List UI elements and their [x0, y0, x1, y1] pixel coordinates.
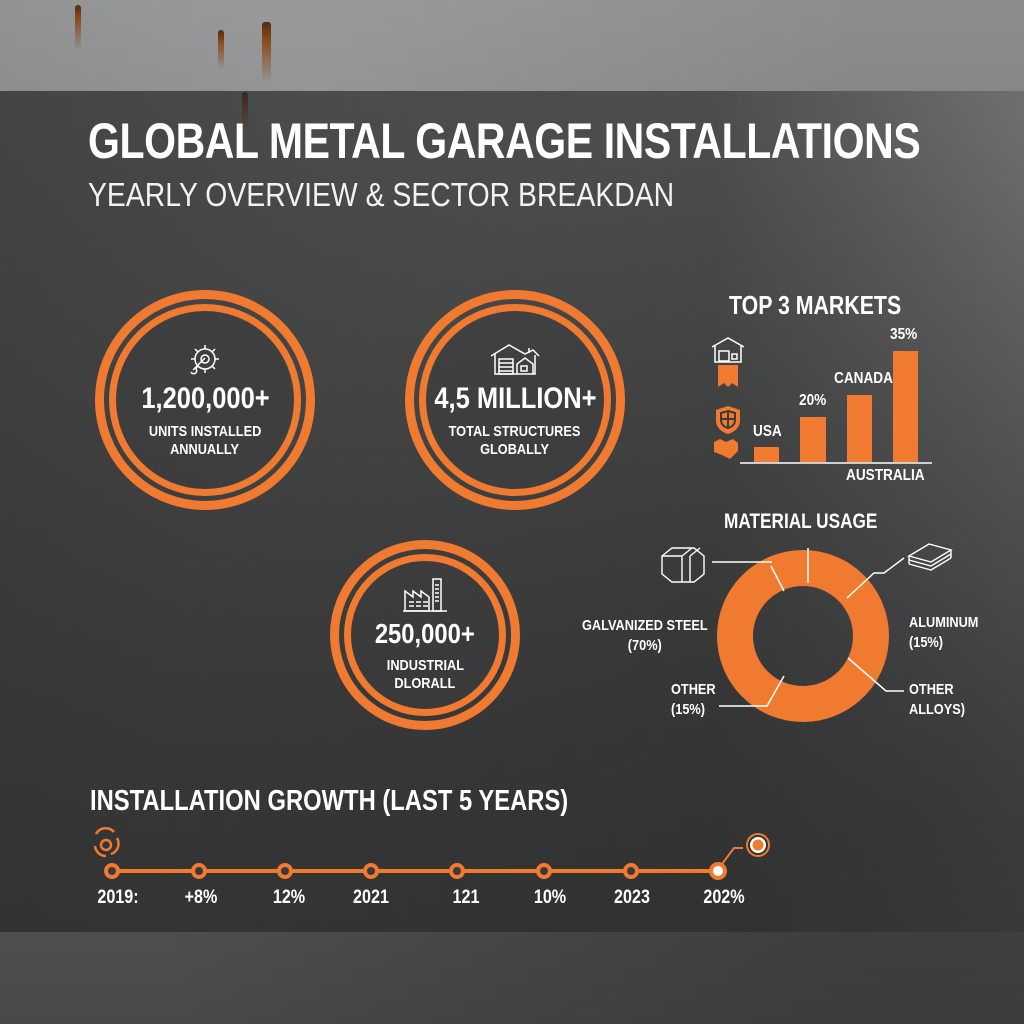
- stat-value: 1,200,000+: [140, 381, 270, 415]
- stat-industrial: 250,000+ INDUSTRIAL DLORALL: [330, 540, 520, 730]
- label-other-alloys: OTHER ALLOYS): [909, 680, 965, 721]
- boxes-icon: [661, 547, 705, 583]
- label-galvanized: GALVANIZED STEEL (70%): [582, 616, 708, 657]
- bar-label: USA: [753, 423, 782, 440]
- stat-total-structures: 4,5 MILLION+ TOTAL STRUCTURES GLOBALLY: [405, 290, 625, 510]
- timeline-current-marker: [709, 862, 727, 880]
- bar-usa: [754, 447, 779, 462]
- label-other-name: OTHER: [671, 681, 716, 698]
- stat-label: INDUSTRIAL: [386, 657, 464, 675]
- rust-streak: [75, 5, 81, 50]
- label-other: OTHER (15%): [671, 680, 716, 721]
- label-other-pct: (15%): [671, 701, 706, 719]
- end-target-icon: [746, 833, 770, 857]
- page-subtitle: YEARLY OVERVIEW & SECTOR BREAKDAN: [88, 176, 675, 213]
- page-title: GLOBAL METAL GARAGE INSTALLATIONS: [88, 113, 921, 169]
- stat-units-installed: 1,200,000+ UNITS INSTALLED ANNUALLY: [95, 290, 315, 510]
- label-galvanized-pct: (70%): [627, 637, 662, 655]
- timeline-label: +8%: [184, 887, 218, 908]
- material-donut-chart: [661, 543, 953, 722]
- timeline-markers: [104, 863, 639, 879]
- label-aluminum: ALUMINUM (15%): [909, 613, 978, 654]
- top-markets-title: TOP 3 MARKETS: [729, 290, 902, 320]
- label-alloys-name: OTHER: [909, 681, 954, 698]
- shield-icon: [716, 406, 740, 434]
- rust-streak: [262, 22, 271, 82]
- timeline-label: 12%: [272, 887, 306, 908]
- garage-icon: [711, 337, 745, 363]
- house-garage-icon: [490, 343, 540, 375]
- growth-timeline: [93, 827, 770, 880]
- timeline-label: 121: [452, 887, 480, 908]
- label-galvanized-name: GALVANIZED STEEL: [582, 617, 708, 634]
- start-target-icon: [93, 827, 120, 858]
- bar-axis: [740, 462, 932, 464]
- factory-icon: [403, 577, 447, 612]
- label-aluminum-name: ALUMINUM: [909, 614, 979, 631]
- sheets-stack-icon: [907, 543, 953, 571]
- map-shape-icon: [714, 439, 738, 459]
- bar-label: 35%: [890, 326, 918, 343]
- bar-canada: [847, 395, 872, 462]
- timeline-label: 2023: [614, 887, 650, 908]
- gear-wrench-icon: [190, 344, 219, 374]
- rust-streak: [218, 30, 224, 70]
- bar-label: CANADA: [834, 370, 893, 387]
- content-panel: [0, 91, 1024, 932]
- axis-label: AUSTRALIA: [846, 467, 925, 484]
- timeline-label: 10%: [533, 887, 567, 908]
- stat-label: UNITS INSTALLED: [148, 422, 262, 440]
- stat-label: DLORALL: [394, 675, 456, 693]
- timeline-label: 202%: [703, 887, 745, 908]
- growth-title: INSTALLATION GROWTH (LAST 5 YEARS): [90, 785, 569, 817]
- banner-icon: [718, 365, 738, 387]
- material-usage-title: MATERIAL USAGE: [724, 510, 878, 533]
- label-alloys-pct: ALLOYS): [909, 701, 965, 719]
- timeline-label: 2019:: [97, 887, 139, 908]
- timeline-label: 2021: [353, 887, 389, 908]
- stat-label: ANNUALLY: [170, 440, 240, 458]
- stat-label: TOTAL STRUCTURES: [449, 422, 581, 440]
- bar-australia: [893, 351, 918, 462]
- stat-value: 250,000+: [375, 617, 475, 649]
- stat-value: 4,5 MILLION+: [433, 381, 597, 415]
- label-aluminum-pct: (15%): [909, 634, 944, 652]
- stat-label: GLOBALLY: [480, 440, 550, 458]
- bar-2: [800, 417, 826, 462]
- donut-ring: [717, 550, 889, 722]
- bar-label: 20%: [799, 392, 827, 409]
